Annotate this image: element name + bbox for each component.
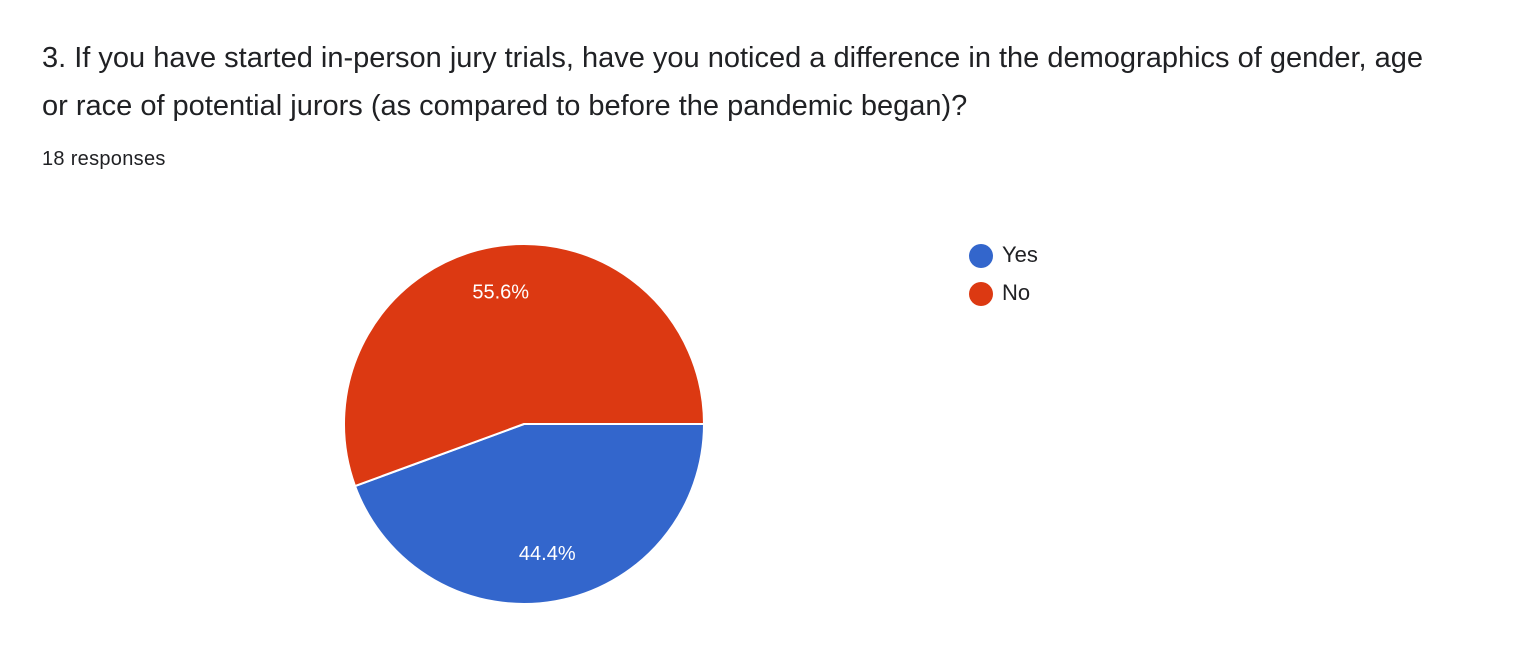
legend-swatch	[969, 282, 993, 306]
slice-label: 55.6%	[472, 281, 529, 303]
legend-label: Yes	[1002, 242, 1038, 267]
chart-subtitle: 18 responses	[42, 148, 166, 170]
chart-title: 3. If you have started in-person jury tr…	[42, 42, 1424, 122]
slice-label: 44.4%	[519, 543, 576, 565]
pie-slice	[343, 243, 706, 488]
legend-label: No	[1002, 280, 1030, 305]
pie-slice	[353, 423, 706, 605]
legend-swatch	[969, 244, 993, 268]
